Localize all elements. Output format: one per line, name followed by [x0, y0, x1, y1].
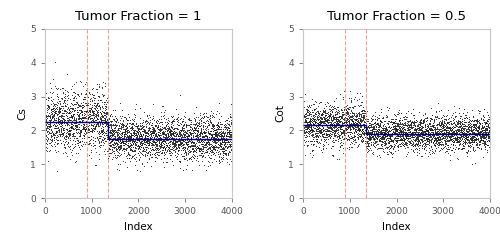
X-axis label: Index: Index [124, 222, 153, 232]
Title: Tumor Fraction = 1: Tumor Fraction = 1 [75, 10, 202, 23]
Y-axis label: Cs: Cs [18, 107, 28, 120]
X-axis label: Index: Index [382, 222, 411, 232]
Title: Tumor Fraction = 0.5: Tumor Fraction = 0.5 [327, 10, 466, 23]
Y-axis label: Cot: Cot [276, 105, 285, 122]
